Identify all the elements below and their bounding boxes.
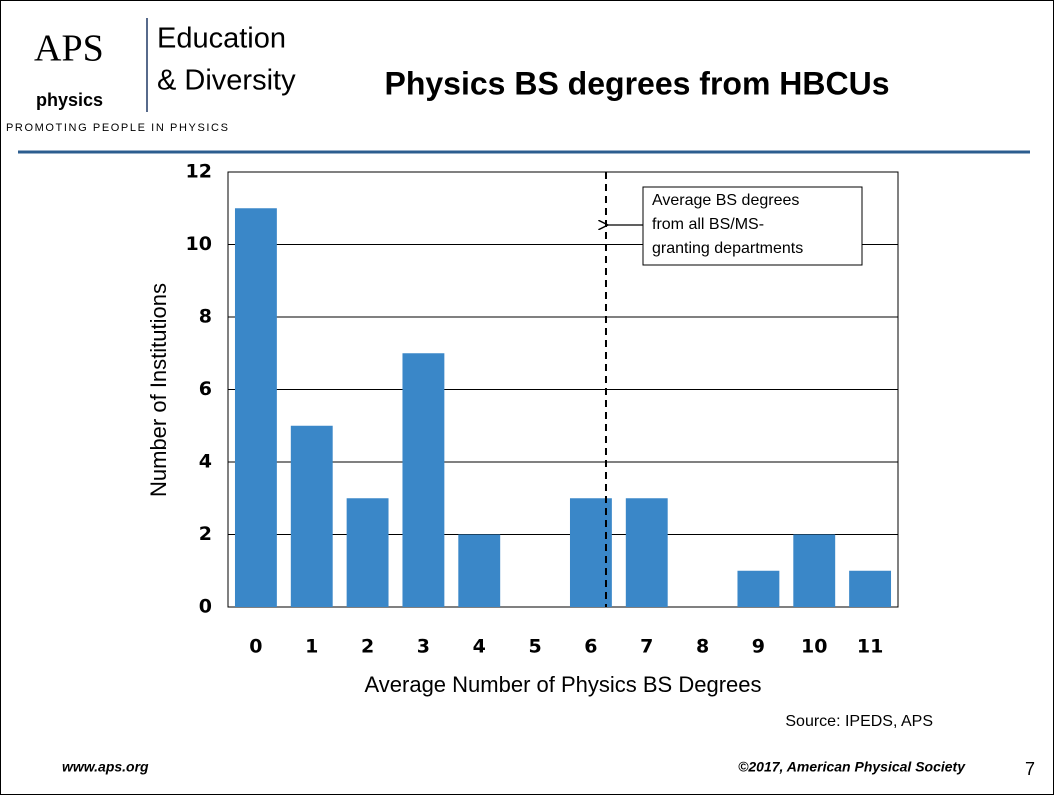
annotation-box [642,186,863,266]
x-tick-label: 6 [584,636,597,658]
annotation-text: from all BS/MS- [652,216,764,233]
brand-line2: & Diversity [157,65,296,97]
slide-title: Physics BS degrees from HBCUs [384,65,889,101]
bar [234,208,277,607]
x-tick-label: 8 [696,636,709,658]
bar [402,353,445,607]
brand-line1: Education [157,23,286,55]
x-tick-label: 3 [417,636,430,658]
bar [290,425,333,607]
x-tick-label: 1 [305,636,318,658]
x-tick-label: 10 [801,636,827,658]
bar [793,534,836,607]
bar [849,570,892,607]
page-number: 7 [1025,759,1035,779]
bar [737,570,780,607]
bar [569,498,612,607]
annotation-text: granting departments [652,240,803,257]
y-tick-label: 4 [199,451,212,473]
x-tick-label: 11 [857,636,883,658]
y-tick-label: 2 [199,523,212,545]
tagline: PROMOTING PEOPLE IN PHYSICS [6,122,230,134]
source: Source: IPEDS, APS [785,713,933,730]
x-axis-label: Average Number of Physics BS Degrees [365,672,762,697]
logo-bottom: physics [36,90,103,110]
footer-url: www.aps.org [62,759,149,775]
bar [346,498,389,607]
y-tick-label: 12 [186,161,212,183]
bar [458,534,501,607]
x-tick-label: 9 [752,636,765,658]
bar [625,498,668,607]
plot-border [227,171,899,608]
annotation-text: Average BS degrees [652,192,799,209]
x-tick-label: 2 [361,636,374,658]
x-tick-label: 5 [528,636,541,658]
x-tick-label: 7 [640,636,653,658]
y-tick-label: 0 [199,596,212,618]
logo-top: APS [34,28,104,70]
footer-copyright: ©2017, American Physical Society [738,759,966,775]
y-tick-label: 8 [199,306,212,328]
x-tick-label: 4 [473,636,486,658]
y-tick-label: 6 [199,378,212,400]
y-axis-label: Number of Institutions [146,283,171,497]
y-tick-label: 10 [186,233,212,255]
x-tick-label: 0 [249,636,262,658]
